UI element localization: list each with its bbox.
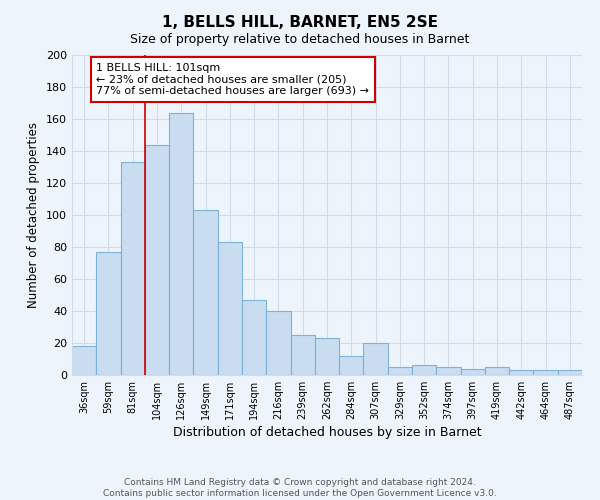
Bar [509, 370, 533, 375]
Bar [72, 346, 96, 375]
Bar [412, 366, 436, 375]
Bar [364, 343, 388, 375]
Text: 1, BELLS HILL, BARNET, EN5 2SE: 1, BELLS HILL, BARNET, EN5 2SE [162, 15, 438, 30]
Bar [193, 210, 218, 375]
Text: 1 BELLS HILL: 101sqm
← 23% of detached houses are smaller (205)
77% of semi-deta: 1 BELLS HILL: 101sqm ← 23% of detached h… [96, 63, 369, 96]
Bar [218, 242, 242, 375]
Bar [485, 367, 509, 375]
Bar [388, 367, 412, 375]
Bar [242, 300, 266, 375]
Bar [145, 144, 169, 375]
Text: Contains HM Land Registry data © Crown copyright and database right 2024.
Contai: Contains HM Land Registry data © Crown c… [103, 478, 497, 498]
Bar [436, 367, 461, 375]
Bar [266, 311, 290, 375]
Bar [558, 370, 582, 375]
Bar [461, 368, 485, 375]
Bar [290, 335, 315, 375]
Bar [121, 162, 145, 375]
Bar [315, 338, 339, 375]
Bar [96, 252, 121, 375]
Bar [339, 356, 364, 375]
Bar [169, 112, 193, 375]
Text: Size of property relative to detached houses in Barnet: Size of property relative to detached ho… [130, 32, 470, 46]
Bar [533, 370, 558, 375]
X-axis label: Distribution of detached houses by size in Barnet: Distribution of detached houses by size … [173, 426, 481, 439]
Y-axis label: Number of detached properties: Number of detached properties [28, 122, 40, 308]
